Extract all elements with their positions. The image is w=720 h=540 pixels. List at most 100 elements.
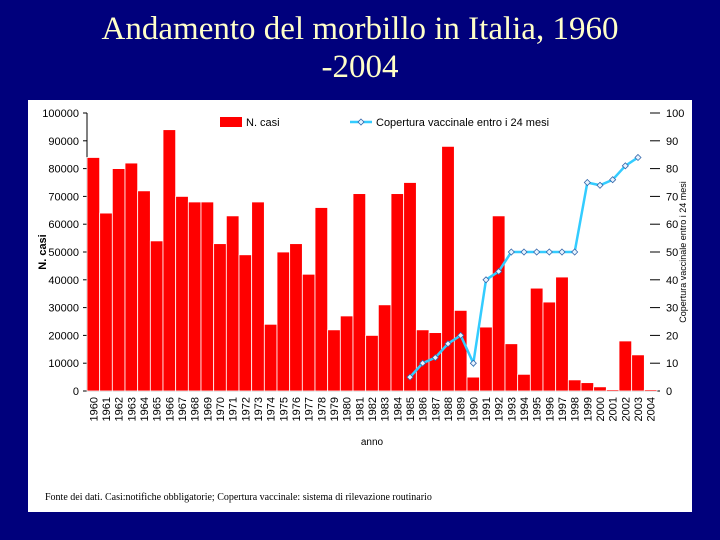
x-tick-label: 1994 [519, 397, 531, 421]
x-tick-label: 1979 [329, 397, 341, 421]
y-tick-label: 30000 [48, 303, 79, 315]
x-tick-label: 1981 [354, 397, 366, 421]
x-tick-label: 1968 [190, 397, 202, 421]
y2-tick-label: 70 [666, 191, 678, 203]
y2-tick-label: 0 [666, 386, 672, 398]
bar [504, 343, 519, 392]
line-marker [431, 354, 439, 362]
bar [162, 129, 177, 392]
line-marker [533, 248, 541, 256]
bar [605, 389, 620, 392]
x-tick-label: 1995 [532, 397, 544, 421]
line-marker [406, 373, 414, 381]
bar [643, 389, 658, 392]
y-tick-label: 20000 [48, 330, 79, 342]
bar [441, 145, 455, 392]
legend-label: Copertura vaccinale entro i 24 mesi [376, 117, 549, 129]
bar [390, 193, 405, 392]
bar [200, 201, 215, 392]
bar [453, 309, 468, 392]
line-marker [457, 331, 465, 339]
line-marker [507, 248, 515, 256]
bar [365, 334, 379, 392]
x-tick-label: 1980 [342, 397, 354, 421]
bar [99, 212, 113, 392]
x-tick-label: 1967 [177, 397, 189, 421]
x-tick-label: 1974 [266, 397, 278, 421]
y-tick-label: 70000 [48, 191, 79, 203]
bar [175, 195, 189, 392]
x-tick-label: 1973 [253, 397, 265, 421]
x-tick-label: 2001 [608, 397, 620, 421]
bar [289, 243, 303, 392]
line-marker [520, 248, 528, 256]
line-marker [621, 162, 629, 170]
x-tick-label: 1998 [570, 397, 582, 421]
chart-title: Andamento del morbillo in Italia, 1960 -… [101, 11, 619, 85]
legend-label: N. casi [246, 117, 280, 129]
line-marker [545, 248, 553, 256]
x-tick-label: 1972 [240, 397, 252, 421]
x-tick-label: 1986 [418, 397, 430, 421]
line-marker [419, 359, 427, 367]
bar [352, 193, 367, 392]
x-tick-label: 1978 [316, 397, 328, 421]
bar [86, 157, 101, 392]
line-marker [558, 248, 566, 256]
y2-tick-label: 40 [666, 275, 678, 287]
bar [491, 215, 506, 392]
y-tick-label: 40000 [48, 275, 79, 287]
y-tick-label: 80000 [48, 164, 79, 176]
bar [555, 276, 569, 392]
bar [567, 379, 582, 392]
y2-tick-label: 100 [666, 108, 684, 120]
x-tick-label: 1962 [114, 397, 126, 421]
bar [225, 215, 240, 392]
x-tick-label: 1970 [215, 397, 227, 421]
bar [466, 376, 481, 392]
bar [314, 207, 329, 392]
y-tick-label: 90000 [48, 136, 79, 148]
bar [339, 315, 354, 392]
bar [377, 304, 392, 392]
x-tick-label: 1960 [88, 397, 100, 421]
x-tick-label: 1982 [367, 397, 379, 421]
x-tick-label: 1985 [405, 397, 417, 421]
x-tick-label: 1989 [456, 397, 468, 421]
y2-tick-label: 20 [666, 330, 678, 342]
x-tick-label: 1993 [506, 397, 518, 421]
x-tick-label: 2004 [646, 397, 658, 421]
bar [301, 273, 316, 392]
line-marker [634, 153, 642, 162]
x-tick-label: 1987 [430, 397, 442, 421]
bar [238, 254, 253, 392]
bar [124, 162, 139, 392]
legend-swatch [220, 117, 242, 127]
bar [479, 326, 493, 392]
x-tick-label: 1961 [101, 397, 113, 421]
x-tick-label: 1999 [582, 397, 594, 421]
bar [327, 329, 341, 392]
y-tick-label: 100000 [42, 108, 79, 120]
y-tick-label: 60000 [48, 219, 79, 231]
bar [428, 332, 443, 392]
bar [187, 201, 202, 392]
y2-tick-label: 10 [666, 358, 678, 370]
x-tick-label: 1991 [481, 397, 493, 421]
y2-tick-label: 80 [666, 164, 678, 176]
x-axis-label: anno [361, 437, 384, 448]
line-marker [469, 359, 477, 367]
y2-tick-label: 90 [666, 136, 678, 148]
x-tick-label: 1975 [278, 397, 290, 421]
footnote: Fonte dei dati. Casi:notifiche obbligato… [45, 492, 432, 503]
x-tick-label: 1976 [291, 397, 303, 421]
bar [529, 287, 544, 392]
line-marker [482, 276, 490, 284]
line-marker [583, 178, 591, 187]
bar [403, 182, 417, 392]
y2-tick-label: 50 [666, 247, 678, 259]
bar [618, 340, 633, 392]
bar [111, 168, 126, 392]
